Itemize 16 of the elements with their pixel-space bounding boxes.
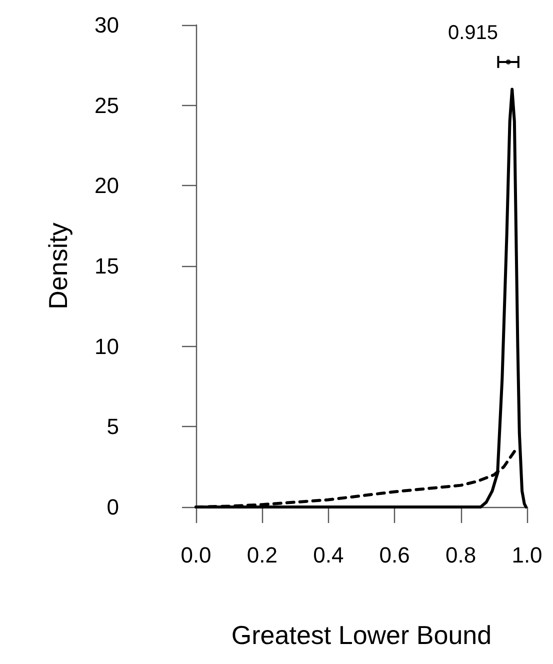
x-tick-label: 0.4 bbox=[313, 542, 344, 568]
y-tick-label: 5 bbox=[106, 414, 119, 440]
y-tick-label: 15 bbox=[94, 254, 119, 278]
x-tick-label: 0.6 bbox=[379, 542, 410, 568]
y-tick-label: 0 bbox=[106, 494, 119, 520]
x-tick-label: 0.8 bbox=[446, 542, 476, 568]
x-tick-label: 0.0 bbox=[180, 542, 212, 568]
y-tick-label: 25 bbox=[94, 92, 119, 118]
x-tick-label: 0.2 bbox=[246, 542, 278, 568]
x-axis-title: Greatest Lower Bound bbox=[231, 620, 492, 650]
y-tick-label: 10 bbox=[94, 334, 119, 359]
x-tick-label: 1.0 bbox=[512, 542, 542, 568]
y-axis-title: Density bbox=[43, 222, 73, 310]
annotation: 0.915 bbox=[448, 22, 498, 44]
y-tick-label: 30 bbox=[94, 12, 119, 38]
y-tick-label: 20 bbox=[94, 173, 119, 198]
